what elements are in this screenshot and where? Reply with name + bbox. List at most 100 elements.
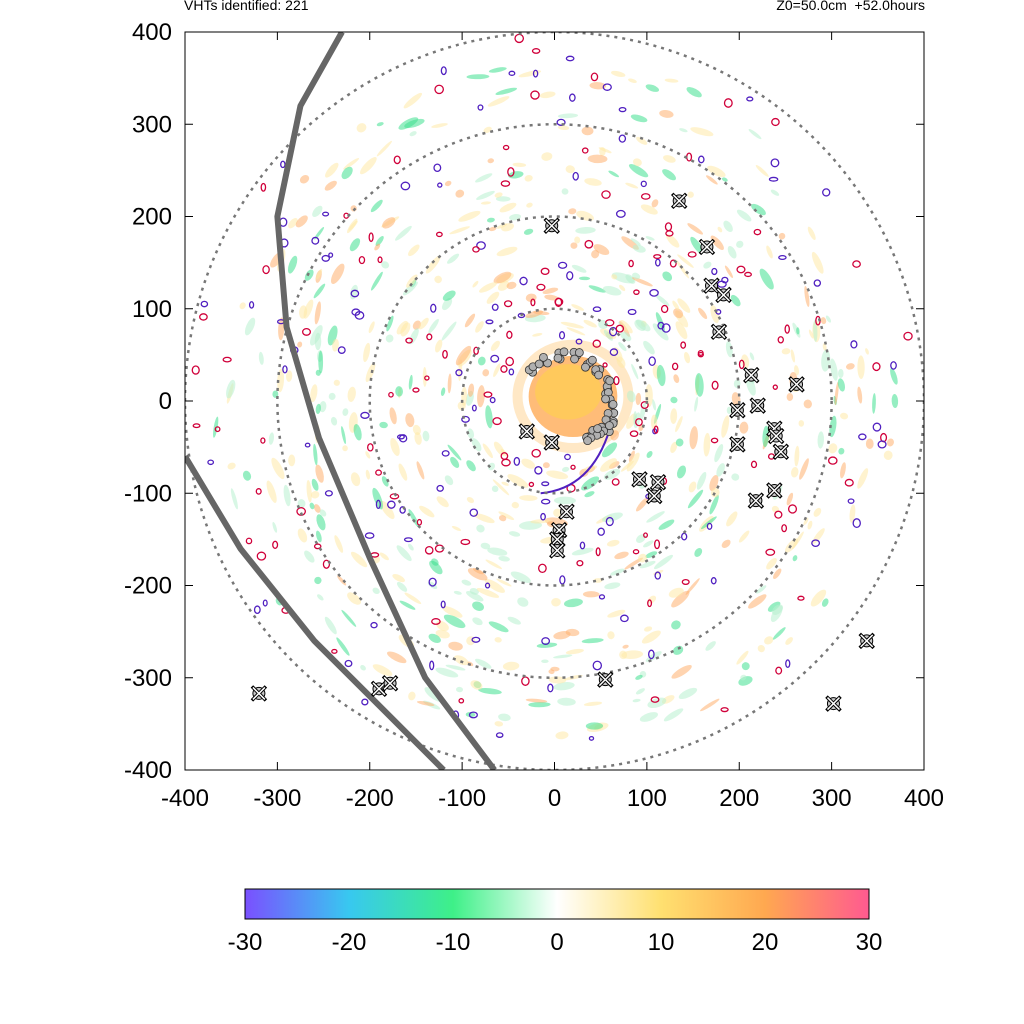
vorticity-patch <box>310 384 318 403</box>
vorticity-patch <box>610 568 625 576</box>
contour-loop <box>375 469 382 476</box>
contour-loop <box>521 676 530 686</box>
contour-loop <box>440 66 447 76</box>
vorticity-patch <box>226 379 236 399</box>
vorticity-patch <box>376 122 384 127</box>
vorticity-patch <box>790 349 796 363</box>
eyewall-vht-marker <box>559 347 569 357</box>
vht-marker <box>766 482 783 499</box>
contour-loop <box>495 732 504 738</box>
contour-loop <box>473 346 479 355</box>
vorticity-patch <box>671 664 692 679</box>
vorticity-patch <box>510 571 531 583</box>
vht-marker-x <box>774 445 788 459</box>
vorticity-patch <box>379 552 389 561</box>
contour-loop <box>471 404 477 412</box>
vorticity-patch <box>416 461 425 480</box>
vorticity-patch <box>472 280 479 288</box>
vorticity-patch <box>821 598 829 607</box>
vorticity-patch <box>341 426 346 445</box>
contour-loop <box>199 313 208 321</box>
vht-marker <box>518 423 536 440</box>
vorticity-patch <box>266 480 277 503</box>
vorticity-patch <box>656 364 666 387</box>
vorticity-patch <box>784 538 799 553</box>
vorticity-patch <box>392 573 405 583</box>
vht-marker-x <box>769 429 783 443</box>
vorticity-patch <box>398 463 408 481</box>
vorticity-patch <box>333 379 340 386</box>
contour-loop <box>597 527 605 536</box>
vorticity-patch <box>620 460 634 472</box>
contour-loop <box>354 311 365 320</box>
vorticity-patch <box>628 78 637 83</box>
x-tick-label: -100 <box>438 785 486 812</box>
vorticity-patch <box>408 691 416 701</box>
contour-loop <box>558 331 566 340</box>
vorticity-patch <box>633 158 642 167</box>
vorticity-patch <box>467 568 488 581</box>
range-ring <box>460 307 649 495</box>
vorticity-patch <box>584 178 602 186</box>
vorticity-patch <box>315 464 324 483</box>
vorticity-patch <box>821 349 831 372</box>
vorticity-patch <box>564 674 583 681</box>
vorticity-patch <box>635 688 645 695</box>
vorticity-patch <box>555 731 569 740</box>
contour-loop <box>877 440 887 449</box>
vorticity-patch <box>571 547 594 556</box>
vorticity-patch <box>813 319 818 342</box>
vorticity-patch <box>337 575 347 586</box>
vht-marker <box>858 632 875 650</box>
vht-marker-x <box>672 194 686 208</box>
vorticity-patch <box>606 539 620 547</box>
vorticity-patch <box>790 467 799 478</box>
vorticity-patch <box>736 240 744 248</box>
eyewall-vht-marker <box>601 394 610 404</box>
contour-loop <box>827 456 838 465</box>
vorticity-patch <box>721 539 731 549</box>
vorticity-patch <box>786 393 794 401</box>
contour-loop <box>649 288 659 297</box>
vht-marker-x <box>545 435 559 450</box>
vorticity-patch <box>687 223 704 235</box>
contour-loop <box>441 450 450 457</box>
contour-loop <box>872 422 882 432</box>
y-tick-label: 100 <box>132 296 172 323</box>
vorticity-patch <box>482 369 490 377</box>
vht-marker-x <box>550 543 564 557</box>
contour-loop <box>746 96 754 102</box>
vorticity-patch <box>395 225 412 241</box>
vorticity-patch <box>689 426 698 450</box>
vorticity-patch <box>434 275 442 284</box>
vorticity-patch <box>494 637 502 643</box>
vorticity-patch <box>631 363 639 380</box>
vorticity-patch <box>441 298 453 311</box>
vht-marker-x <box>252 686 266 700</box>
vorticity-patch <box>479 282 498 293</box>
eyewall-vht-marker <box>583 436 593 446</box>
colorbar-tick-label: -20 <box>332 929 367 956</box>
vorticity-patch <box>539 91 556 99</box>
vorticity-patch <box>645 551 658 559</box>
vorticity-patch <box>799 458 809 480</box>
vorticity-patch <box>770 189 780 196</box>
vorticity-patch <box>608 170 619 178</box>
contour-loop <box>632 549 640 555</box>
contour-loop <box>437 182 443 188</box>
vorticity-patch <box>448 641 463 651</box>
vorticity-patch <box>489 226 497 232</box>
vorticity-patch <box>571 264 587 273</box>
vorticity-patch <box>632 244 646 253</box>
vorticity-patch <box>405 413 415 428</box>
contour-loop <box>602 362 608 368</box>
vorticity-patch <box>651 199 659 208</box>
contour-loop <box>375 499 381 510</box>
vorticity-patch <box>602 286 622 296</box>
contour-loop <box>579 541 586 550</box>
vorticity-patch <box>517 597 529 607</box>
vorticity-patch <box>618 342 627 352</box>
contour-loop <box>768 176 779 182</box>
vht-marker-x <box>372 682 386 696</box>
vht-marker <box>788 376 805 393</box>
